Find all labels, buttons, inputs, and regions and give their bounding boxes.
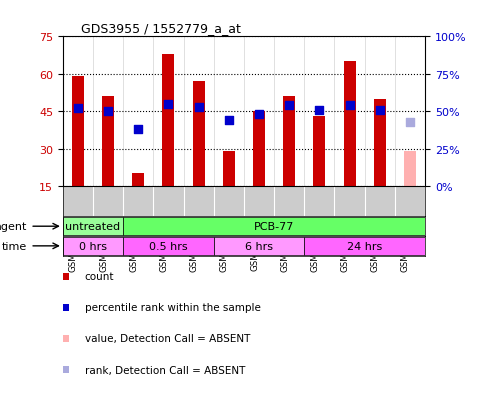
Text: agent: agent [0, 222, 27, 232]
Bar [374, 100, 386, 187]
Bar [343, 62, 355, 187]
Point [104, 109, 112, 115]
Bar [123, 237, 213, 255]
Bar [253, 112, 265, 187]
Text: rank, Detection Call = ABSENT: rank, Detection Call = ABSENT [85, 365, 245, 375]
Point [285, 102, 293, 109]
Text: 24 hrs: 24 hrs [347, 241, 382, 251]
Bar [102, 97, 114, 187]
Point [406, 119, 414, 126]
Point [225, 118, 233, 124]
Text: PCB-77: PCB-77 [254, 222, 294, 232]
Point [255, 112, 263, 118]
Point [165, 101, 172, 108]
Point [74, 106, 82, 112]
Text: GDS3955 / 1552779_a_at: GDS3955 / 1552779_a_at [81, 21, 241, 35]
Text: percentile rank within the sample: percentile rank within the sample [85, 303, 260, 313]
Point [195, 104, 202, 111]
Bar [132, 174, 144, 187]
Bar [404, 152, 416, 187]
Bar [63, 218, 123, 235]
Text: 0.5 hrs: 0.5 hrs [149, 241, 188, 251]
Point [315, 107, 323, 114]
Text: time: time [1, 241, 27, 251]
Bar [304, 237, 425, 255]
Text: 0 hrs: 0 hrs [79, 241, 107, 251]
Bar [123, 218, 425, 235]
Bar [193, 82, 205, 187]
Point [346, 102, 354, 109]
Bar [213, 237, 304, 255]
Bar [72, 77, 84, 187]
Text: untreated: untreated [65, 222, 121, 232]
Bar [162, 55, 174, 187]
Bar [63, 237, 123, 255]
Text: value, Detection Call = ABSENT: value, Detection Call = ABSENT [85, 334, 250, 344]
Point [376, 107, 384, 114]
Bar [223, 152, 235, 187]
Text: count: count [85, 272, 114, 282]
Bar [313, 117, 326, 187]
Point [134, 126, 142, 133]
Bar [283, 97, 295, 187]
Text: 6 hrs: 6 hrs [245, 241, 273, 251]
